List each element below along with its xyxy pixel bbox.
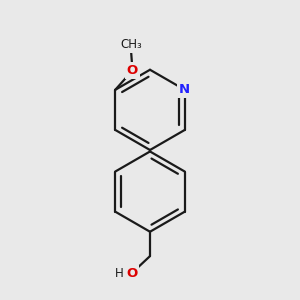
Text: O: O bbox=[126, 267, 137, 280]
Text: N: N bbox=[179, 83, 190, 96]
Text: CH₃: CH₃ bbox=[120, 38, 142, 51]
Text: O: O bbox=[127, 64, 138, 77]
Text: H: H bbox=[115, 267, 124, 280]
